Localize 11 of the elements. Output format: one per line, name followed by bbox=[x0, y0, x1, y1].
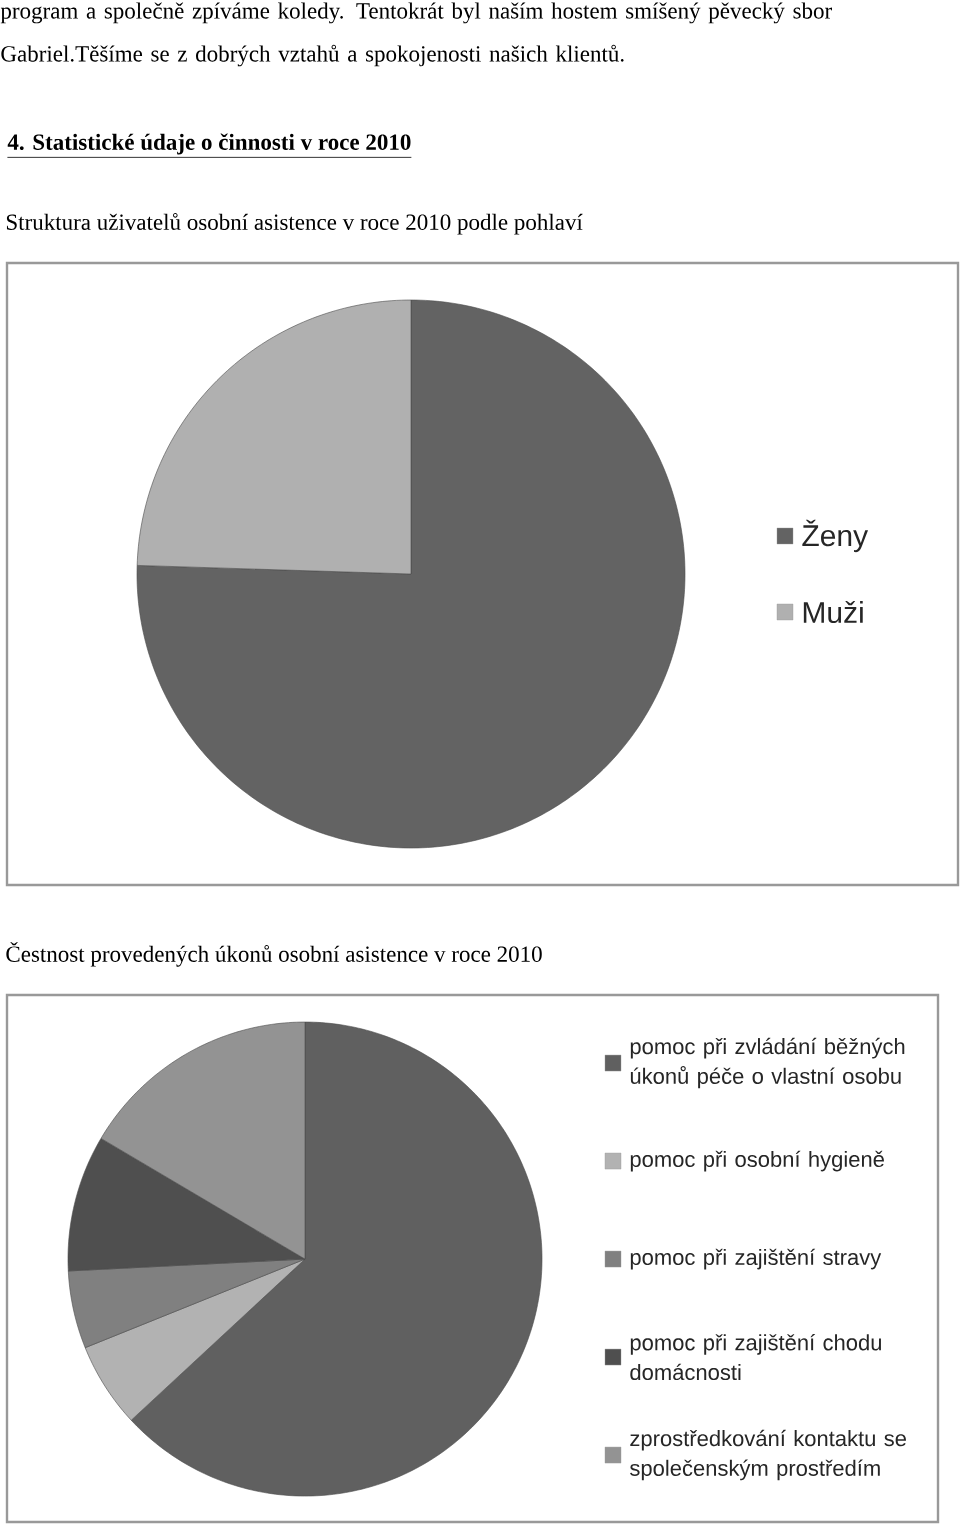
legend-label: pomoc při zvládání běžných úkonů péče o vlastní osobu bbox=[630, 1037, 905, 1089]
chart-title: Čestnost provedených úkonů osobní asistence v roce 2010 bbox=[6, 941, 542, 967]
legend-label: zprostředkování kontaktu se společenským prostředím bbox=[630, 1429, 906, 1481]
chart-title: Struktura uživatelů osobní asistence v roce 2010 podle pohlaví bbox=[6, 213, 583, 235]
legend-label: pomoc při zajištění stravy bbox=[630, 1248, 882, 1270]
text: program a společně zpíváme koledy. Tentokrát byl naším hostem smíšený pěvecký sbor Gabriel.Těšíme se z dobrých vztahů a spokojenosti našich klientů. bbox=[0, 2, 832, 67]
text: 4. Statistické údaje o činnosti v roce 2010 bbox=[7, 133, 411, 155]
legend-label: Muži bbox=[803, 600, 863, 624]
legend-label: pomoc při osobní hygieně bbox=[630, 1150, 884, 1172]
legend-label: pomoc při zajištění chodu domácnosti bbox=[630, 1334, 881, 1381]
legend-label: Ženy bbox=[802, 519, 869, 553]
